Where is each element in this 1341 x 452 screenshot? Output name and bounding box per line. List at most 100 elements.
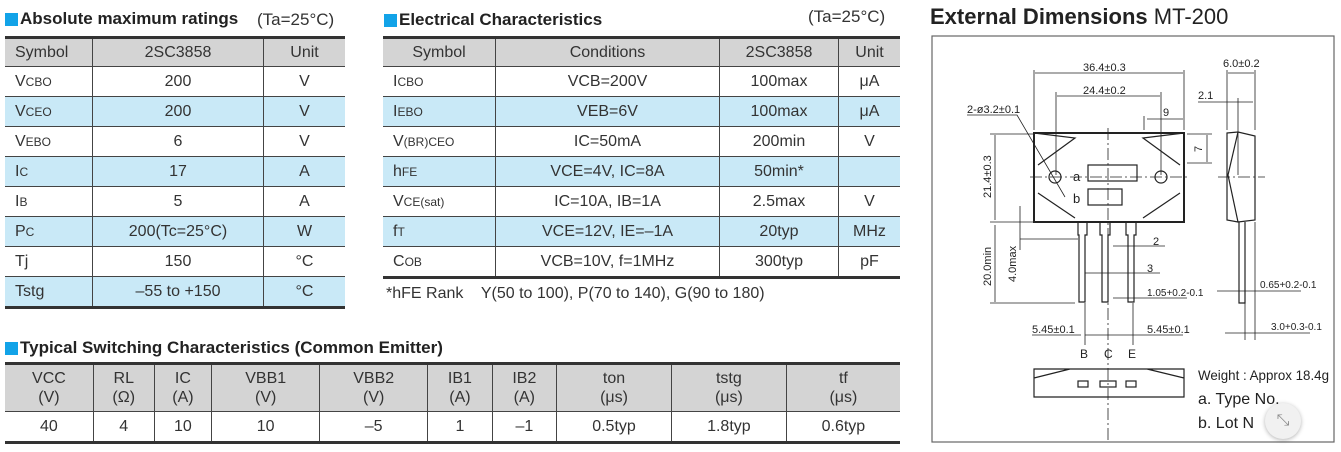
symbol-main: V (393, 192, 404, 210)
symbol-main: I (393, 72, 398, 90)
unit-cell (838, 156, 900, 187)
table-row: IC 17 A (5, 156, 345, 187)
unit-cell: V (263, 96, 345, 127)
value-cell: 200 (92, 96, 264, 127)
unit-cell: pF (838, 246, 900, 278)
abs-max-table: Symbol 2SC3858 Unit VCBO 200 V VCEO 200 V VEBO 6 V I… (5, 36, 345, 309)
param-name: tf (838, 370, 848, 387)
table-row: PC 200(Tc=25°C) W (5, 216, 345, 247)
symbol-sub: EBO (397, 104, 423, 119)
symbol-cell: V(BR)CEO (383, 126, 496, 157)
dim-lead-width: 1.05+0.2-0.1 (1147, 288, 1204, 299)
dim-lead-thickness: 0.65+0.2-0.1 (1260, 280, 1317, 291)
dim-2: 2 (1153, 236, 1159, 248)
dim-holes: 2-ø3.2±0.1 (967, 104, 1020, 116)
switching-value: –5 (319, 411, 428, 443)
value-cell: 20typ (719, 216, 839, 247)
symbol-main: V (15, 102, 26, 120)
symbol-main: f (393, 222, 398, 240)
hfe-rank-note: *hFE Rank Y(50 to 100), P(70 to 140), G(… (386, 285, 765, 302)
dim-pitch-left: 5.45±0.1 (1032, 324, 1075, 336)
switching-header: RL (Ω) (92, 363, 155, 412)
symbol-main: I (393, 102, 398, 120)
symbol-cell: IB (5, 186, 93, 217)
param-unit: (V) (255, 389, 277, 406)
value-cell: 100max (719, 66, 839, 97)
header-row: Symbol 2SC3858 Unit (5, 37, 345, 67)
param-name: VBB1 (245, 370, 287, 387)
symbol-sub: T (397, 224, 405, 239)
param-unit: (A) (449, 389, 471, 406)
value-cell: –55 to +150 (92, 276, 264, 308)
conditions-cell: VCB=10V, f=1MHz (495, 246, 720, 278)
symbol-cell: VCBO (5, 66, 93, 97)
ext-title: External Dimensions MT-200 (930, 4, 1228, 30)
symbol-cell: COB (383, 246, 496, 278)
conditions-cell: VCB=200V (495, 66, 720, 97)
symbol-main: V (15, 132, 26, 150)
dim-lead-length: 20.0min (982, 247, 994, 286)
table-row: IB 5 A (5, 186, 345, 217)
switching-header: IC (A) (153, 363, 212, 412)
switching-header: VBB2 (V) (319, 363, 428, 412)
table-row: IEBO VEB=6V 100max μA (383, 96, 900, 127)
table-row: VEBO 6 V (5, 126, 345, 157)
symbol-main: I (15, 192, 20, 210)
legend-type-no: a. Type No. (1198, 391, 1280, 408)
symbol-cell: VEBO (5, 126, 93, 157)
value-cell: 200min (719, 126, 839, 157)
dimension-drawing: 36.4±0.3 24.4±0.2 2-ø3.2±0.1 9 6.0±0.2 2… (931, 35, 1335, 443)
switching-value: –1 (491, 411, 557, 443)
collapse-button[interactable]: ⤡ (1265, 403, 1301, 439)
unit-cell: °C (263, 246, 345, 277)
dim-width: 36.4±0.3 (1083, 62, 1126, 74)
elec-table: Symbol Conditions 2SC3858 Unit ICBO VCB=200V 1… (383, 36, 900, 279)
unit-cell: V (263, 66, 345, 97)
elec-header: Unit (838, 37, 900, 67)
value-cell: 17 (92, 156, 264, 187)
param-unit: (V) (38, 389, 60, 406)
bullet-icon (5, 341, 18, 355)
conditions-cell: IC=50mA (495, 126, 720, 157)
param-unit: (μs) (829, 389, 858, 406)
param-unit: (Ω) (112, 389, 136, 406)
elec-title-text: Electrical Characteristics (399, 10, 603, 29)
unit-cell: V (263, 126, 345, 157)
symbol-sub: B (19, 194, 28, 209)
symbol-cell: IC (5, 156, 93, 187)
switching-value: 4 (92, 411, 155, 443)
dim-3-0: 3.0+0.3-0.1 (1271, 322, 1322, 333)
value-cell: 150 (92, 246, 264, 277)
param-name: VCC (32, 370, 66, 387)
symbol-main: C (393, 252, 405, 270)
table-row: ICBO VCB=200V 100max μA (383, 66, 900, 97)
param-unit: (A) (172, 389, 194, 406)
switching-value: 0.6typ (785, 411, 900, 443)
switching-table: VCC (V) RL (Ω) IC (A) VBB1 (V) VBB2 (V) IB1 (A) IB2 (… (5, 362, 900, 444)
table-row: V(BR)CEO IC=50mA 200min V (383, 126, 900, 157)
switching-value: 10 (211, 411, 320, 443)
symbol-cell: VCEO (5, 96, 93, 127)
value-cell: 200(Tc=25°C) (92, 216, 264, 247)
switching-header: VBB1 (V) (211, 363, 320, 412)
param-unit: (μs) (714, 389, 743, 406)
param-name: IB1 (447, 370, 472, 387)
symbol-sub: C (19, 164, 29, 179)
symbol-main: Tstg (15, 282, 45, 300)
symbol-sub: C (25, 224, 35, 239)
switching-title: Typical Switching Characteristics (Commo… (5, 338, 443, 358)
table-row: 40 4 10 10 –5 1 –1 0.5typ 1.8typ 0.6typ (5, 411, 900, 443)
unit-cell: MHz (838, 216, 900, 247)
legend-lot-no: b. Lot N (1198, 415, 1254, 432)
dim-9: 9 (1163, 107, 1169, 119)
dim-height: 21.4±0.3 (982, 155, 994, 198)
elec-header: 2SC3858 (719, 37, 839, 67)
dim-hole-pitch: 24.4±0.2 (1083, 85, 1126, 97)
conditions-cell: VCE=4V, IC=8A (495, 156, 720, 187)
switching-value: 0.5typ (556, 411, 672, 443)
table-row: COB VCB=10V, f=1MHz 300typ pF (383, 246, 900, 278)
symbol-cell: hFE (383, 156, 496, 187)
unit-cell: V (838, 186, 900, 217)
dim-2-1: 2.1 (1198, 90, 1213, 102)
symbol-main: I (15, 162, 20, 180)
